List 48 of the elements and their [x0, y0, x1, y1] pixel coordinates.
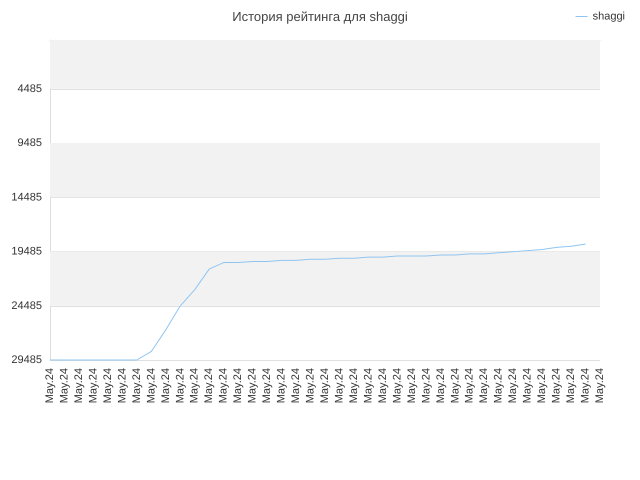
- chart-title: История рейтинга для shaggi: [232, 9, 408, 24]
- x-tick-label: May.24: [449, 368, 462, 404]
- x-tick-label: May.24: [246, 368, 259, 404]
- x-tick-label: May.24: [434, 368, 447, 404]
- x-tick-label: May.24: [492, 368, 505, 404]
- x-tick-label: May.24: [130, 368, 143, 404]
- x-tick-label: May.24: [174, 368, 186, 404]
- x-tick-label: May.24: [319, 368, 331, 404]
- x-tick-label: May.24: [376, 368, 389, 404]
- y-tick-label: 14485: [11, 191, 42, 204]
- x-tick-label: May.24: [102, 368, 114, 404]
- x-tick-label: May.24: [87, 368, 100, 404]
- x-tick-label: May.24: [218, 368, 230, 404]
- x-tick-label: May.24: [580, 368, 592, 404]
- x-tick-label: May.24: [550, 368, 563, 404]
- x-tick-label: May.24: [188, 368, 201, 404]
- x-tick-label: May.24: [478, 368, 490, 404]
- x-tick-label: May.24: [522, 368, 534, 404]
- x-tick-label: May.24: [391, 368, 404, 404]
- x-tick-label: May.24: [565, 368, 578, 404]
- x-tick-label: May.24: [507, 368, 520, 404]
- x-tick-label: May.24: [160, 368, 172, 404]
- legend-label: shaggi: [592, 10, 626, 22]
- x-tick-label: May.24: [304, 368, 317, 404]
- x-tick-label: May.24: [594, 368, 606, 404]
- x-tick-label: May.24: [536, 368, 548, 404]
- line-series: [50, 244, 586, 360]
- x-tick-label: May.24: [333, 368, 346, 404]
- x-tick-label: May.24: [406, 368, 418, 404]
- y-tick-label: 4485: [18, 82, 42, 95]
- x-tick-label: May.24: [276, 368, 288, 404]
- y-tick-label: 19485: [11, 246, 42, 258]
- x-tick-label: May.24: [362, 368, 374, 404]
- x-tick-label: May.24: [203, 368, 216, 404]
- x-tick-label: May.24: [420, 368, 432, 404]
- x-tick-label: May.24: [290, 368, 302, 404]
- x-tick-label: May.24: [261, 368, 274, 404]
- x-tick-label: May.24: [58, 368, 70, 404]
- y-tick-label: 9485: [18, 137, 42, 150]
- x-tick-label: May.24: [232, 368, 244, 404]
- x-tick-label: May.24: [72, 368, 85, 404]
- y-tick-label: 29485: [11, 354, 42, 366]
- x-tick-label: May.24: [145, 368, 158, 404]
- x-tick-label: May.24: [44, 368, 56, 404]
- x-tick-label: May.24: [348, 368, 360, 404]
- y-tick-label: 24485: [11, 300, 42, 312]
- x-tick-label: May.24: [464, 368, 476, 404]
- x-tick-label: May.24: [116, 368, 128, 404]
